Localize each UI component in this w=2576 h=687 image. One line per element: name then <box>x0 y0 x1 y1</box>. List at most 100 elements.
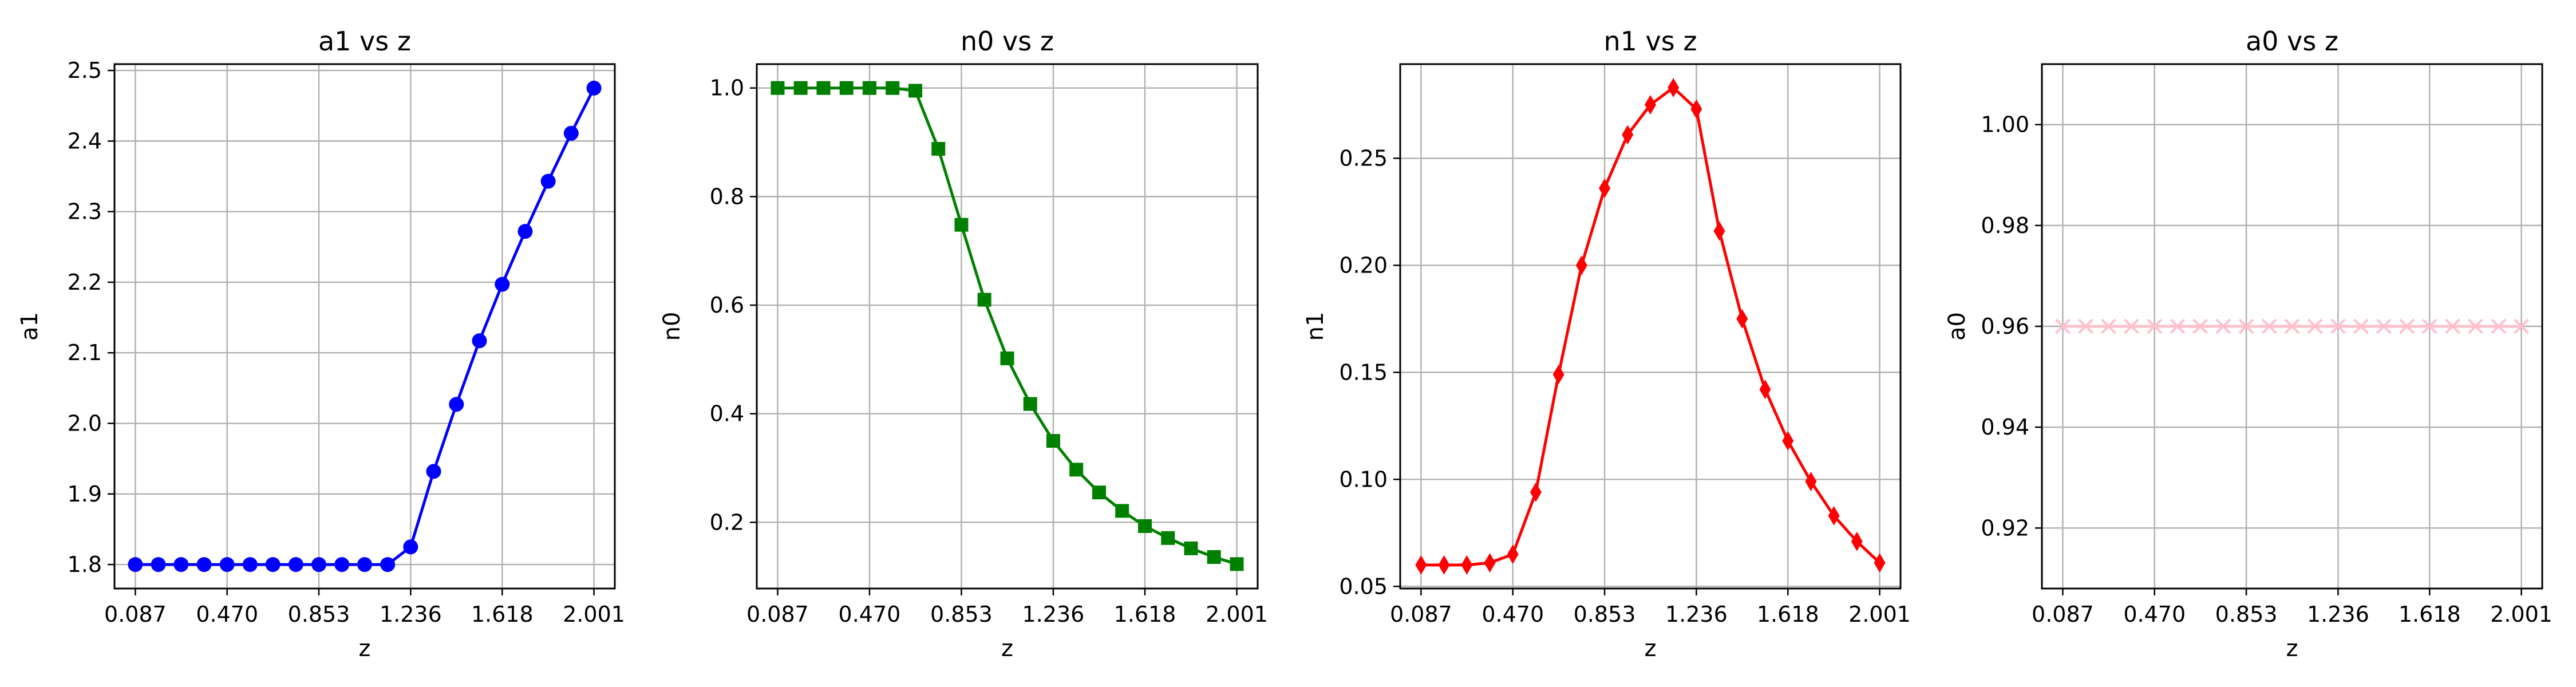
y-tick-label: 0.92 <box>1981 515 2029 540</box>
chart-panel-1: 0.087 0.470 0.853 1.236 1.618 2.001 1.8 1.9 2.0 2… <box>17 26 625 662</box>
y-tick-label: 0.2 <box>710 510 744 535</box>
data-point <box>1713 221 1725 241</box>
data-point <box>1415 555 1427 575</box>
data-point <box>1805 472 1817 492</box>
x-tick-label: 1.236 <box>380 602 442 627</box>
axes-frame <box>113 63 616 590</box>
data-point <box>931 141 946 156</box>
data-point <box>1690 99 1702 119</box>
series-line <box>777 86 1238 566</box>
data-point <box>1184 541 1198 555</box>
data-point <box>2215 318 2231 334</box>
data-point <box>1530 482 1542 502</box>
y-axis-label: a0 <box>1944 312 1970 341</box>
y-tick-label: 0.8 <box>710 184 744 209</box>
x-tick-label: 1.236 <box>1022 602 1085 627</box>
data-point <box>173 557 189 572</box>
y-tick-label: 0.15 <box>1339 360 1388 385</box>
data-point <box>1874 553 1886 573</box>
chart-title: n1 vs z <box>1604 26 1697 57</box>
data-point <box>1230 557 1244 571</box>
data-point <box>1645 95 1656 115</box>
data-point <box>839 81 854 95</box>
y-tick-label: 0.98 <box>1981 213 2029 238</box>
data-point <box>426 464 441 479</box>
data-point <box>1161 531 1175 545</box>
y-tick-label: 0.6 <box>710 293 744 318</box>
y-tick-label: 2.4 <box>68 128 102 153</box>
data-point <box>1046 434 1060 448</box>
x-tick-label: 1.618 <box>1757 602 1819 627</box>
data-point <box>265 557 280 572</box>
data-point <box>1438 555 1450 575</box>
x-tick-label: 0.087 <box>746 602 809 627</box>
data-point <box>2421 318 2437 334</box>
data-point <box>1138 519 1152 533</box>
x-tick-label: 1.618 <box>471 602 534 627</box>
x-tick-label: 1.618 <box>1114 602 1176 627</box>
x-tick-label: 1.618 <box>2399 602 2461 627</box>
y-tick-label: 2.0 <box>68 411 102 436</box>
data-point <box>1092 485 1107 500</box>
x-axis-label: z <box>2286 635 2298 662</box>
data-point <box>793 81 808 95</box>
data-point <box>908 84 922 98</box>
y-tick-label: 0.10 <box>1339 467 1388 492</box>
data-point <box>771 81 785 95</box>
data-point <box>2055 318 2071 334</box>
data-point <box>2353 318 2369 334</box>
x-axis-label: z <box>1001 635 1013 662</box>
x-tick-label: 2.001 <box>1206 602 1268 627</box>
x-tick-label: 0.087 <box>104 602 167 627</box>
x-axis-label: z <box>1645 635 1657 662</box>
data-point <box>242 557 258 572</box>
x-tick-label: 1.236 <box>2307 602 2369 627</box>
data-point <box>196 557 212 572</box>
data-point <box>586 80 602 96</box>
data-point <box>816 81 831 95</box>
series-line <box>135 87 595 566</box>
x-tick-label: 0.470 <box>839 602 901 627</box>
data-point <box>2330 318 2346 334</box>
data-point <box>954 218 969 232</box>
data-point <box>2445 318 2460 334</box>
data-point <box>1115 504 1129 518</box>
data-point <box>1736 309 1748 329</box>
data-point <box>1622 125 1634 145</box>
data-point <box>2307 318 2323 334</box>
y-tick-label: 0.25 <box>1339 146 1388 171</box>
data-point <box>2170 318 2186 334</box>
x-tick-label: 1.236 <box>1665 602 1728 627</box>
data-point <box>1207 550 1221 564</box>
data-point <box>2192 318 2208 334</box>
data-point <box>1668 78 1680 98</box>
data-point <box>2468 318 2484 334</box>
y-tick-label: 0.96 <box>1981 314 2029 339</box>
x-tick-label: 0.470 <box>2123 602 2186 627</box>
data-point <box>862 81 876 95</box>
y-tick-label: 0.94 <box>1981 414 2029 440</box>
data-point <box>2491 318 2507 334</box>
data-point <box>1069 463 1084 477</box>
data-point <box>1851 531 1863 551</box>
y-tick-label: 2.3 <box>68 199 102 224</box>
data-point <box>2261 318 2277 334</box>
data-point <box>1461 555 1473 575</box>
x-tick-label: 2.001 <box>563 602 625 627</box>
data-point <box>288 557 303 572</box>
data-point <box>2147 318 2163 334</box>
y-tick-label: 2.2 <box>68 270 102 295</box>
data-point <box>219 557 235 572</box>
data-point <box>334 557 350 572</box>
x-tick-label: 2.001 <box>1848 602 1911 627</box>
x-tick-label: 0.853 <box>2215 602 2278 627</box>
data-point <box>472 333 487 349</box>
data-point <box>1507 544 1519 564</box>
x-tick-label: 2.001 <box>2490 602 2553 627</box>
data-point <box>1759 380 1771 400</box>
y-tick-label: 2.5 <box>68 58 102 83</box>
data-point <box>2399 318 2415 334</box>
data-point <box>1000 351 1014 365</box>
axes-frame <box>1399 63 1902 590</box>
data-point <box>1828 506 1840 526</box>
